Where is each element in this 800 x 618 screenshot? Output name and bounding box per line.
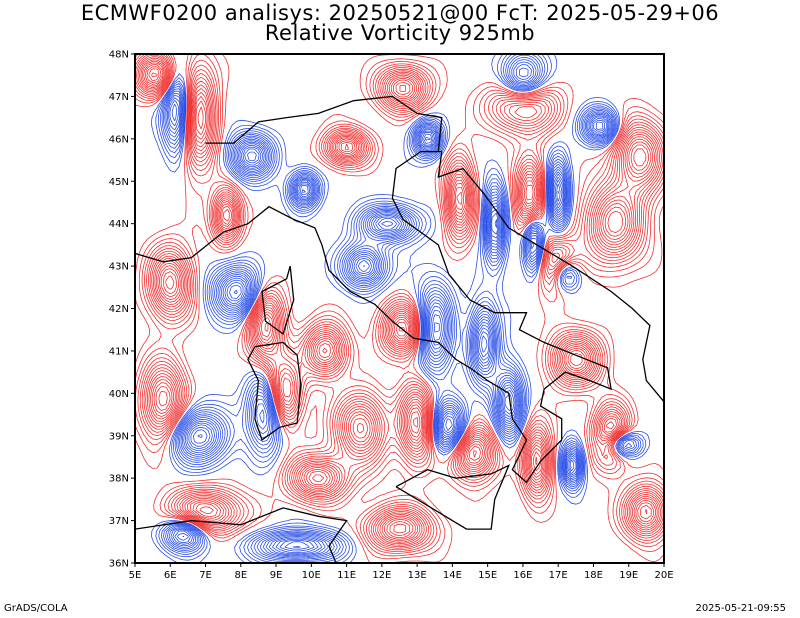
- lon-tick-label: 9E: [270, 570, 283, 581]
- lat-tick-label: 39N: [109, 431, 129, 442]
- italy-peninsula-coast: [222, 150, 612, 484]
- positive-vorticity-contour: [144, 64, 656, 540]
- coastline-layer: [135, 95, 664, 563]
- positive-vorticity-contour: [140, 59, 661, 545]
- positive-vorticity-contour: [135, 54, 664, 554]
- france-coast: [135, 231, 224, 263]
- lat-tick-label: 45N: [109, 177, 129, 188]
- vorticity-contours: [135, 54, 664, 563]
- positive-vorticity-contour: [135, 54, 664, 557]
- africa-coast: [135, 507, 348, 563]
- lon-tick-label: 5E: [129, 570, 142, 581]
- lon-tick-label: 11E: [337, 570, 356, 581]
- negative-vorticity-contour: [190, 119, 605, 552]
- corsica-coast: [261, 265, 295, 336]
- chart-title-line1: ECMWF0200 analisys: 20250521@00 FcT: 202…: [80, 1, 720, 25]
- lon-tick-label: 7E: [199, 570, 212, 581]
- positive-vorticity-contour: [135, 54, 664, 560]
- negative-vorticity-contour: [165, 59, 633, 559]
- positive-vorticity-contour: [148, 68, 652, 536]
- negative-vorticity-contour: [197, 137, 572, 548]
- negative-vorticity-contour: [171, 104, 609, 555]
- lat-tick-label: 42N: [109, 304, 129, 315]
- lat-tick-label: 37N: [109, 516, 129, 527]
- lon-tick-label: 12E: [372, 570, 391, 581]
- lon-tick-label: 20E: [654, 570, 673, 581]
- positive-vorticity-contour: [135, 54, 664, 563]
- lat-tick-label: 40N: [109, 389, 129, 400]
- lon-tick-label: 6E: [164, 570, 177, 581]
- negative-vorticity-contour: [150, 54, 651, 563]
- positive-vorticity-contour: [135, 54, 664, 551]
- negative-vorticity-contour: [155, 54, 647, 563]
- lat-tick-label: 47N: [109, 92, 129, 103]
- lat-tick-label: 38N: [109, 474, 129, 485]
- sicily-coast: [395, 464, 511, 530]
- negative-vorticity-contour: [168, 64, 611, 557]
- negative-vorticity-contour: [159, 54, 642, 563]
- positive-vorticity-contour: [136, 54, 664, 549]
- sardinia-coast: [247, 341, 302, 442]
- footer-software-label: GrADS/COLA: [4, 603, 68, 614]
- lon-tick-label: 17E: [549, 570, 568, 581]
- lon-tick-label: 10E: [302, 570, 321, 581]
- lon-tick-label: 19E: [619, 570, 638, 581]
- positive-vorticity-contour: [137, 56, 664, 547]
- footer-timestamp: 2025-05-21-09:55: [695, 603, 786, 614]
- lon-tick-label: 16E: [513, 570, 532, 581]
- lat-tick-label: 46N: [109, 134, 129, 145]
- adriatic-east-coast: [437, 151, 664, 403]
- negative-vorticity-contour: [158, 54, 644, 563]
- latitude-axis: 36N 37N 38N 39N 40N 41N 42N 43N 44N 45N 46N 47N 48N: [109, 50, 135, 570]
- longitude-axis: 5E 6E 7E 8E 9E 10E 11E 12E 13E 14E 15E 16E 17E 18E 19E…: [129, 563, 674, 581]
- negative-vorticity-contour: [169, 67, 610, 556]
- lat-tick-label: 41N: [109, 346, 129, 357]
- chart-title-line2: Relative Vorticity 925mb: [264, 21, 536, 45]
- lat-tick-label: 36N: [109, 559, 129, 570]
- positive-vorticity-contour: [135, 54, 664, 552]
- lon-tick-label: 15E: [478, 570, 497, 581]
- alpine-border: [205, 95, 443, 152]
- negative-vorticity-contour: [161, 54, 640, 563]
- lon-tick-label: 18E: [584, 570, 603, 581]
- negative-vorticity-contour: [182, 118, 607, 554]
- negative-vorticity-contour: [167, 61, 612, 558]
- lat-tick-label: 44N: [109, 219, 129, 230]
- negative-vorticity-contour: [162, 54, 638, 561]
- lon-tick-label: 8E: [234, 570, 247, 581]
- lat-tick-label: 48N: [109, 50, 129, 61]
- lat-tick-label: 43N: [109, 262, 129, 273]
- positive-vorticity-contour: [143, 62, 658, 542]
- positive-vorticity-contour: [141, 61, 660, 543]
- positive-vorticity-contour: [146, 66, 654, 538]
- lon-tick-label: 13E: [408, 570, 427, 581]
- lon-tick-label: 14E: [443, 570, 462, 581]
- negative-vorticity-contour: [164, 56, 635, 560]
- positive-vorticity-contour: [139, 57, 663, 546]
